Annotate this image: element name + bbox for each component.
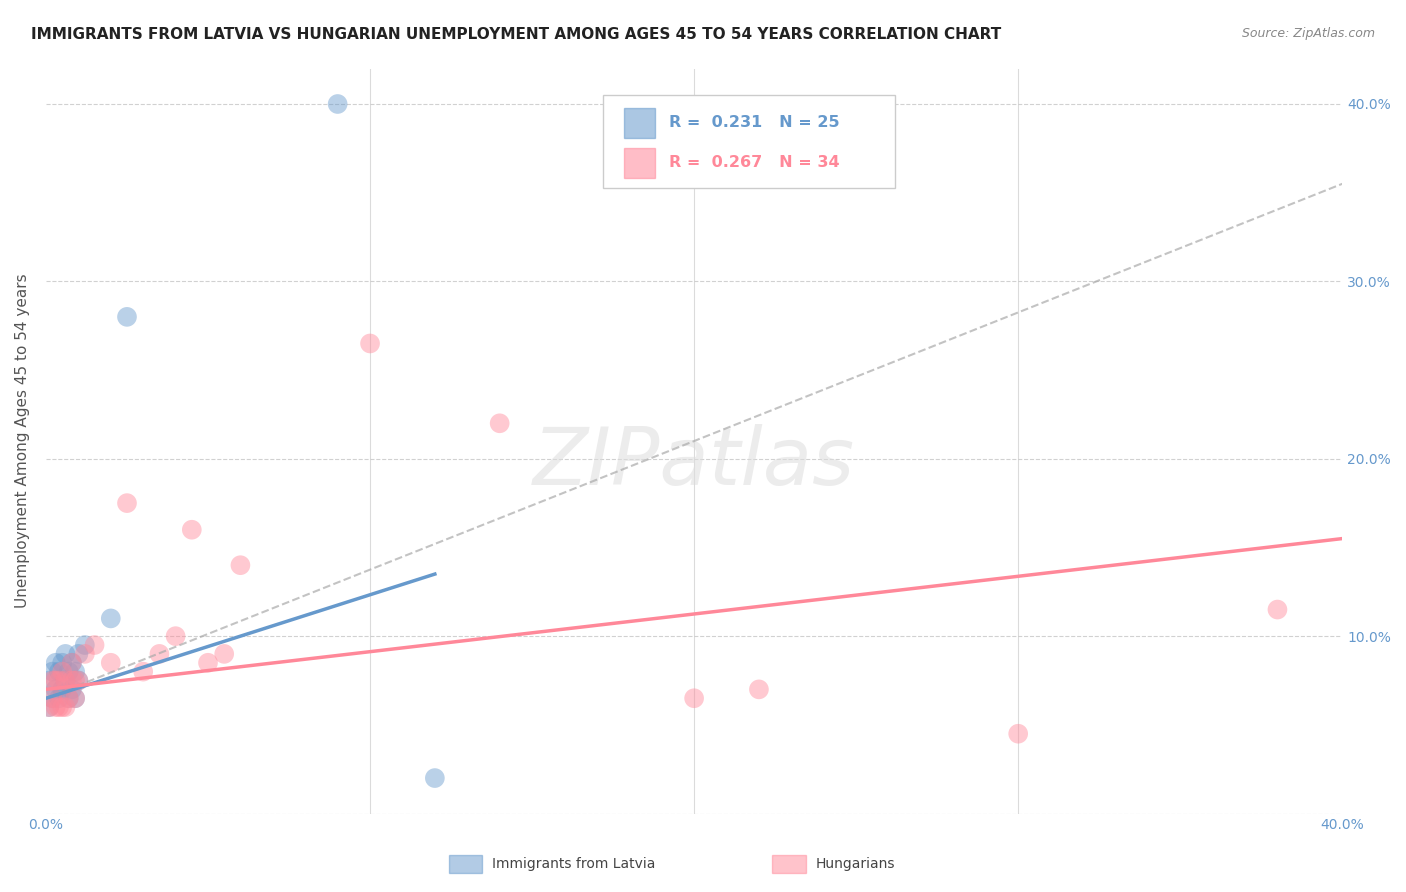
Point [115, 496, 138, 510]
Point [683, 691, 706, 706]
Point [58, 691, 80, 706]
Point [165, 629, 187, 643]
Point [48, 691, 70, 706]
Point [38, 700, 60, 714]
Point [132, 665, 155, 679]
Point [45, 682, 67, 697]
Point [41, 665, 63, 679]
Point [100, 656, 122, 670]
Point [423, 771, 446, 785]
Point [41, 691, 63, 706]
Point [212, 647, 235, 661]
Point [41, 691, 63, 706]
Point [63, 691, 86, 706]
Point [63, 673, 86, 688]
Point [38, 673, 60, 688]
Point [67, 647, 90, 661]
Point [748, 682, 770, 697]
Point [58, 691, 80, 706]
Text: Hungarians: Hungarians [815, 857, 896, 871]
Point [60, 656, 83, 670]
Point [48, 665, 70, 679]
Point [83, 638, 105, 652]
Point [55, 673, 77, 688]
Text: Immigrants from Latvia: Immigrants from Latvia [492, 857, 655, 871]
Point [1007, 727, 1029, 741]
Point [48, 673, 70, 688]
Text: Source: ZipAtlas.com: Source: ZipAtlas.com [1241, 27, 1375, 40]
Point [45, 673, 67, 688]
Point [55, 673, 77, 688]
Point [63, 665, 86, 679]
Point [45, 656, 67, 670]
Text: R =  0.267   N = 34: R = 0.267 N = 34 [669, 155, 841, 170]
Point [55, 647, 77, 661]
FancyBboxPatch shape [603, 95, 896, 187]
Point [45, 700, 67, 714]
Point [100, 611, 122, 625]
Point [38, 700, 60, 714]
Point [326, 97, 349, 112]
Point [1267, 602, 1289, 616]
Point [488, 417, 510, 431]
Point [51, 700, 73, 714]
Point [60, 682, 83, 697]
FancyBboxPatch shape [624, 148, 655, 178]
Text: R =  0.231   N = 25: R = 0.231 N = 25 [669, 115, 841, 130]
FancyBboxPatch shape [624, 108, 655, 137]
Point [51, 682, 73, 697]
Point [63, 691, 86, 706]
Point [51, 656, 73, 670]
Point [58, 665, 80, 679]
Y-axis label: Unemployment Among Ages 45 to 54 years: Unemployment Among Ages 45 to 54 years [15, 274, 30, 608]
Point [67, 673, 90, 688]
Point [73, 638, 96, 652]
Point [51, 665, 73, 679]
Point [148, 647, 170, 661]
Point [60, 656, 83, 670]
Point [73, 647, 96, 661]
Point [229, 558, 252, 573]
Point [60, 673, 83, 688]
Point [41, 673, 63, 688]
Point [359, 336, 381, 351]
Point [180, 523, 202, 537]
Point [48, 700, 70, 714]
Point [67, 673, 90, 688]
Point [197, 656, 219, 670]
Point [115, 310, 138, 324]
Text: ZIPatlas: ZIPatlas [533, 425, 855, 502]
Point [55, 700, 77, 714]
Text: IMMIGRANTS FROM LATVIA VS HUNGARIAN UNEMPLOYMENT AMONG AGES 45 TO 54 YEARS CORRE: IMMIGRANTS FROM LATVIA VS HUNGARIAN UNEM… [31, 27, 1001, 42]
